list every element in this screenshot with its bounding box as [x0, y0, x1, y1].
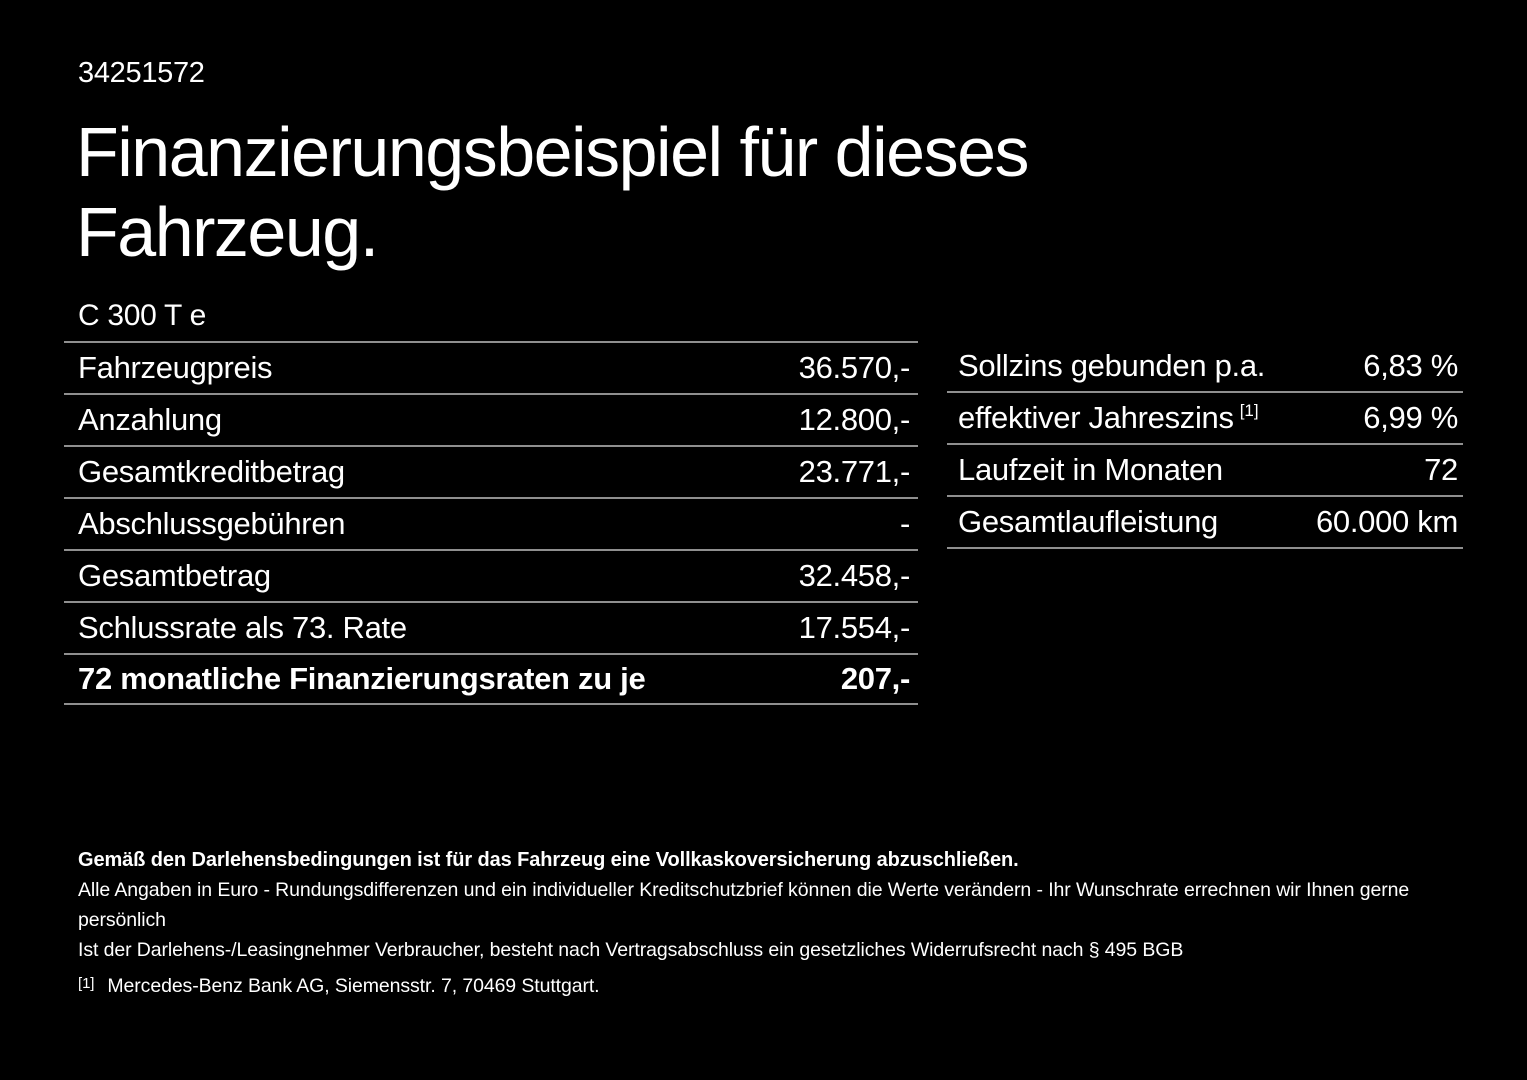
footnote-reference: [1] — [1239, 401, 1259, 420]
row-value: 6,99 % — [1363, 400, 1458, 435]
row-label-text: Schlussrate als 73. Rate — [78, 610, 407, 645]
table-row: Sollzins gebunden p.a. 6,83 % — [947, 341, 1463, 393]
row-label: effektiver Jahreszins [1] — [958, 400, 1259, 436]
row-value: 6,83 % — [1363, 348, 1458, 383]
row-value: 23.771,- — [798, 454, 911, 489]
page-title-line-1: Finanzierungsbeispiel für dieses — [76, 113, 1030, 191]
row-label: Laufzeit in Monaten — [958, 452, 1223, 488]
row-label-text: Gesamtbetrag — [78, 558, 271, 593]
doc-number: 34251572 — [78, 57, 205, 89]
table-row: Gesamtlaufleistung 60.000 km — [947, 497, 1463, 549]
row-label: Gesamtlaufleistung — [958, 504, 1218, 540]
row-value: 60.000 km — [1315, 504, 1458, 539]
vehicle-model: C 300 T e — [78, 299, 206, 332]
row-label: Abschlussgebühren — [78, 506, 346, 542]
row-label-text: Abschlussgebühren — [78, 506, 346, 541]
row-label: Anzahlung — [78, 402, 222, 438]
row-label-text: Gesamtlaufleistung — [958, 504, 1218, 539]
footnote-marker: [1] — [78, 975, 95, 992]
conditions-table: Sollzins gebunden p.a. 6,83 % effektiver J… — [947, 341, 1463, 549]
page-title-line-2: Fahrzeug. — [76, 193, 379, 271]
row-value: 72 — [1424, 452, 1458, 487]
row-label-text: Sollzins gebunden p.a. — [958, 348, 1266, 383]
row-value: - — [899, 506, 910, 541]
table-row: Abschlussgebühren - — [64, 497, 918, 549]
row-label: Sollzins gebunden p.a. — [958, 348, 1265, 384]
table-row: 72 monatliche Finanzierungsraten zu je 20… — [64, 653, 918, 705]
table-row: Gesamtkreditbetrag 23.771,- — [64, 445, 918, 497]
row-value: 12.800,- — [798, 402, 911, 437]
table-row: Anzahlung 12.800,- — [64, 393, 918, 445]
row-value: 32.458,- — [798, 558, 911, 593]
table-row: Gesamtbetrag 32.458,- — [64, 549, 918, 601]
row-value: 207,- — [840, 661, 910, 696]
table-row: Laufzeit in Monaten 72 — [947, 445, 1463, 497]
table-row: effektiver Jahreszins [1] 6,99 % — [947, 393, 1463, 445]
row-label: Schlussrate als 73. Rate — [78, 610, 407, 646]
row-label: 72 monatliche Finanzierungsraten zu je — [78, 661, 646, 697]
row-label-text: Fahrzeugpreis — [78, 350, 273, 385]
insurance-note: Gemäß den Darlehensbedingungen ist für d… — [78, 849, 1019, 871]
row-label-text: Gesamtkreditbetrag — [78, 454, 345, 489]
table-row: Fahrzeugpreis 36.570,- — [64, 341, 918, 393]
footnote: [1] Mercedes-Benz Bank AG, Siemensstr. 7,… — [78, 971, 1478, 1003]
row-label-text: effektiver Jahreszins — [958, 400, 1234, 435]
footer: Gemäß den Darlehensbedingungen ist für d… — [78, 845, 1478, 1003]
row-label-text: Anzahlung — [78, 402, 222, 437]
row-value: 36.570,- — [798, 350, 911, 385]
row-label: Gesamtbetrag — [78, 558, 271, 594]
row-label: Gesamtkreditbetrag — [78, 454, 345, 490]
disclaimer-line-2: Ist der Darlehens-/Leasingnehmer Verbrau… — [78, 939, 1184, 961]
row-value: 17.554,- — [798, 610, 911, 645]
row-label-text: Laufzeit in Monaten — [958, 452, 1223, 487]
disclaimer-line-1: Alle Angaben in Euro - Rundungsdifferenz… — [78, 879, 1410, 931]
page-title: Finanzierungsbeispiel für dieses Fahrzeu… — [76, 112, 1030, 272]
finance-table: Fahrzeugpreis 36.570,- Anzahlung 12.800,- Ge… — [64, 341, 918, 705]
row-label: Fahrzeugpreis — [78, 350, 273, 386]
row-label-text: 72 monatliche Finanzierungsraten zu je — [78, 661, 646, 696]
table-row: Schlussrate als 73. Rate 17.554,- — [64, 601, 918, 653]
footnote-text: Mercedes-Benz Bank AG, Siemensstr. 7, 70… — [107, 975, 600, 997]
